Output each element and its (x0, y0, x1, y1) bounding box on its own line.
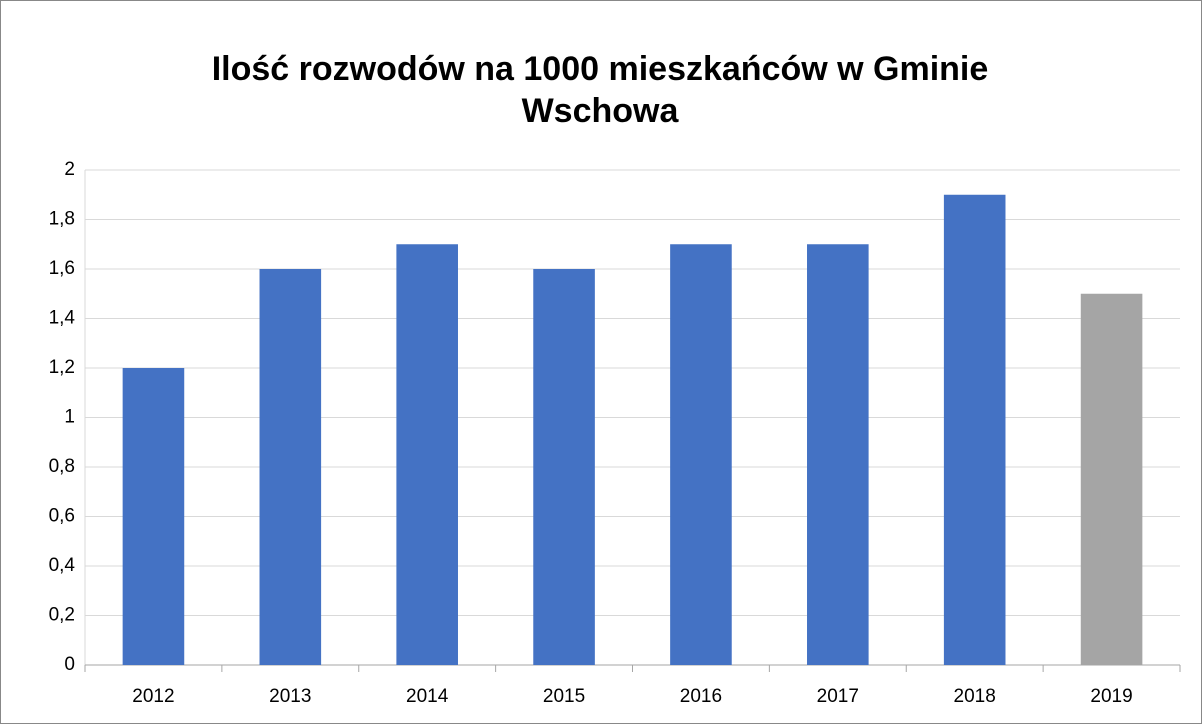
chart-title: Ilość rozwodów na 1000 mieszkańców w Gmi… (211, 50, 989, 130)
y-tick-label: 0,2 (49, 605, 75, 626)
y-tick-label: 1,4 (49, 308, 76, 329)
x-tick-label: 2016 (680, 686, 722, 707)
y-tick-label: 1,6 (49, 258, 75, 279)
x-tick-label: 2013 (269, 686, 311, 707)
x-tick-label: 2012 (132, 686, 174, 707)
bar (807, 244, 869, 665)
x-tick-label: 2017 (817, 686, 859, 707)
bar (670, 244, 732, 665)
x-tick-label: 2014 (406, 686, 449, 707)
y-tick-label: 2 (64, 159, 75, 180)
bar (943, 194, 1006, 665)
x-tick-label: 2018 (954, 686, 996, 707)
bar (1080, 293, 1143, 665)
x-tick-label: 2015 (543, 686, 585, 707)
y-tick-label: 0,4 (49, 555, 76, 576)
y-tick-label: 1 (64, 407, 75, 428)
y-tick-label: 0,8 (49, 456, 75, 477)
y-tick-label: 1,2 (49, 357, 75, 378)
y-tick-label: 0,6 (49, 506, 75, 527)
x-tick-label: 2019 (1090, 686, 1132, 707)
bar (259, 269, 322, 665)
bar (533, 269, 595, 665)
bar (122, 368, 185, 665)
bar (396, 244, 458, 665)
y-tick-label: 0 (64, 654, 75, 675)
y-tick-label: 1,8 (49, 209, 75, 230)
